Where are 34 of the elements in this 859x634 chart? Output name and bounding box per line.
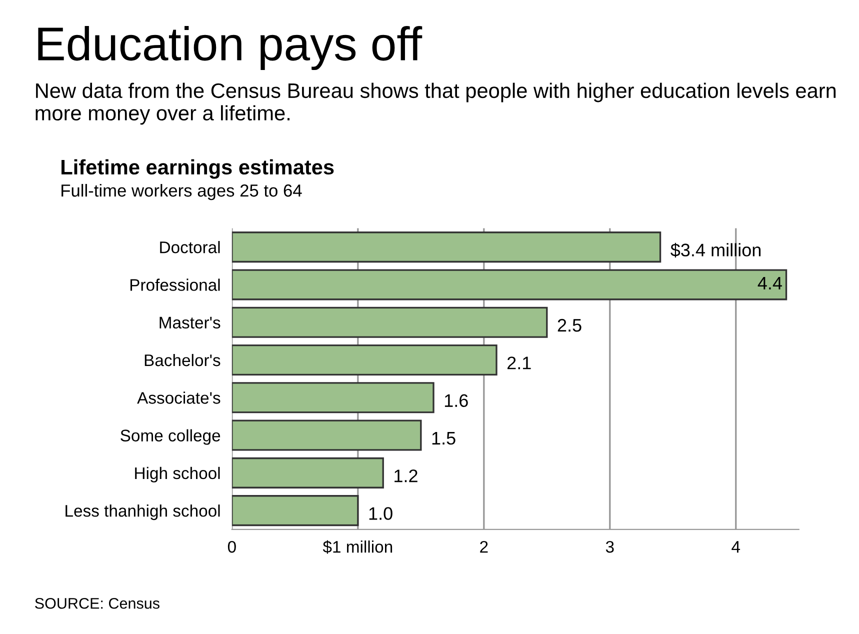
bar [232, 382, 434, 414]
y-tick-label: Less thanhigh school [66, 504, 220, 520]
y-tick-label: Associate's [137, 392, 220, 404]
data-label: 1.0 [369, 507, 392, 520]
source-note: SOURCE: Census [35, 598, 160, 609]
bar [232, 232, 662, 263]
data-label: 2.5 [558, 318, 582, 332]
y-tick-label: Master's [160, 316, 220, 329]
x-tick-label: 3 [606, 540, 614, 553]
y-tick-label: Doctoral [160, 241, 220, 254]
y-tick-label: Bachelor's [144, 354, 220, 366]
bar [232, 344, 498, 376]
bar [232, 457, 384, 488]
bar [232, 306, 548, 338]
y-tick-label: Professional [130, 278, 220, 291]
bar [232, 269, 788, 300]
text: Lifetime earnings estimates [62, 159, 334, 179]
text: Full-time workers ages 25 to 64 [62, 184, 302, 200]
chart-subtitle: New data from the Census Bureau shows that people with higher education levels earn more money over a lifetime. [36, 82, 836, 125]
bar [232, 495, 359, 526]
data-label: $3.4 million [670, 242, 761, 258]
x-tick-label: 2 [480, 540, 488, 553]
x-tick-label: 4 [732, 541, 740, 553]
x-tick-label: 0 [228, 540, 236, 553]
y-tick-label: High school [135, 466, 220, 482]
data-label: 2.1 [507, 356, 531, 370]
y-tick-label: Some college [120, 429, 220, 445]
data-label: 1.5 [432, 432, 456, 445]
chart-title: Education pays off [38, 26, 422, 70]
data-label: 1.2 [394, 470, 418, 482]
x-tick-label: $1 million [322, 540, 392, 554]
data-label: 1.6 [444, 394, 468, 407]
bar [232, 420, 422, 451]
data-label: 4.4 [758, 276, 782, 290]
